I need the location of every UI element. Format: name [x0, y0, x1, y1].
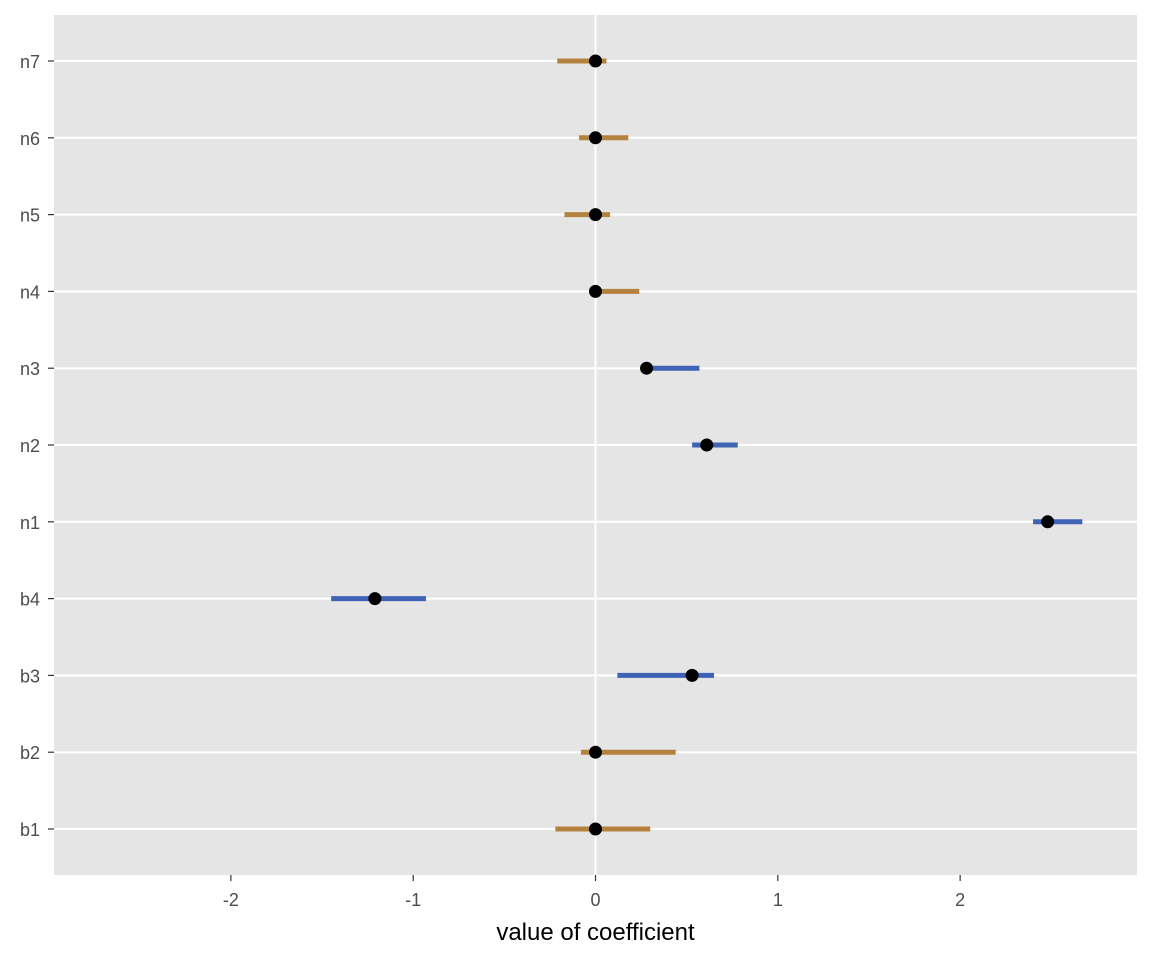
point-n1 [1041, 515, 1055, 529]
point-b3 [685, 668, 699, 682]
interval-bars [331, 58, 1083, 832]
point-n7 [589, 54, 602, 68]
point-n6 [589, 131, 602, 145]
point-b4 [368, 592, 382, 606]
y-tick-label-n4: n4 [20, 282, 40, 302]
point-b1 [589, 822, 602, 836]
y-tick-labels: b1 b2 b3 b4 n1 n2 n3 n4 n5 n6 n7 [20, 52, 54, 840]
x-tick-label: 0 [590, 890, 600, 910]
point-n3 [640, 361, 654, 375]
point-n5 [589, 208, 602, 222]
x-tick-label: 1 [773, 890, 783, 910]
y-tick-label-b1: b1 [20, 820, 40, 840]
point-b2 [589, 745, 602, 759]
x-axis-title: value of coefficient [496, 919, 695, 946]
y-tick-label-n1: n1 [20, 513, 40, 533]
y-tick-label-n6: n6 [20, 129, 40, 149]
y-tick-label-b2: b2 [20, 743, 40, 763]
x-axis-ticks: -2 -1 0 1 2 [223, 875, 965, 910]
y-tick-label-b4: b4 [20, 590, 40, 610]
point-n4 [589, 284, 602, 298]
x-tick-label: -2 [223, 890, 239, 910]
y-tick-label-n3: n3 [20, 359, 40, 379]
x-tick-label: -1 [405, 890, 421, 910]
x-tick-label: 2 [955, 890, 965, 910]
point-n2 [700, 438, 714, 452]
point-estimates [368, 54, 1055, 836]
y-tick-label-n5: n5 [20, 206, 40, 226]
y-tick-label-n7: n7 [20, 52, 40, 72]
y-tick-label-b3: b3 [20, 666, 40, 686]
y-tick-label-n2: n2 [20, 436, 40, 456]
